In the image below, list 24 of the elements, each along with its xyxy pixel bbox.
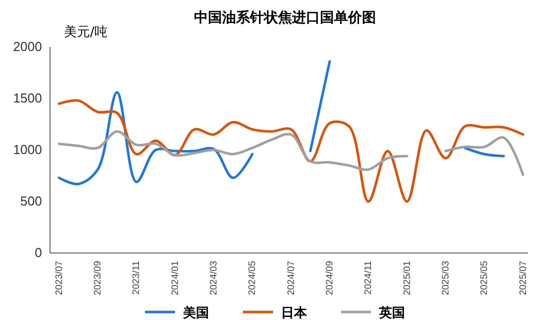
line-series [58,99,524,203]
x-tick-label: 2024/03 [208,260,220,296]
legend-label: 日本 [281,306,308,320]
x-tick-label: 2024/01 [170,260,181,296]
x-tick-label: 2025/05 [479,260,490,296]
y-tick-label: 1500 [13,90,42,106]
legend-label: 美国 [182,305,209,320]
chart-title: 中国油系针状焦进口国单价图 [194,10,376,26]
x-tick-label: 2023/07 [54,260,65,296]
y-tick-label: 2000 [13,39,42,54]
x-tick-label: 2023/09 [92,260,104,296]
x-tick-label: 2024/05 [247,260,258,296]
x-tick-label: 2025/01 [402,260,413,296]
x-tick-label: 2025/03 [440,260,452,296]
x-tick-label: 2024/07 [286,260,297,296]
legend-label: 英国 [378,306,405,320]
y-tick-label: 500 [20,194,42,209]
x-tick-label: 2023/11 [131,260,142,294]
y-tick-label: 1000 [13,142,42,158]
x-tick-label: 2024/11 [363,260,374,294]
x-tick-label: 2024/09 [324,260,336,296]
x-tick-label: 2025/07 [518,260,529,296]
y-tick-label: 0 [34,245,42,260]
y-axis-title: 美元/吨 [64,24,108,40]
